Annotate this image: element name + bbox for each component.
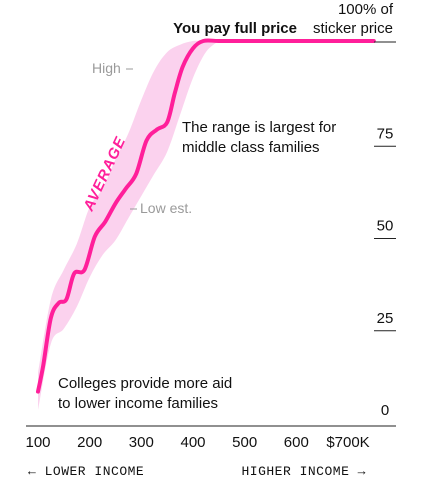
- average-line-layer: [36, 38, 376, 394]
- y-tick-labels: 0 25 50 75: [377, 125, 394, 419]
- low-income-annotation-line1: Colleges provide more aid: [58, 375, 232, 392]
- x-tick-label: 100: [25, 434, 50, 451]
- x-tick-label: 200: [77, 434, 102, 451]
- y-tick-rules: [374, 41, 396, 332]
- low-income-annotation-line2: to lower income families: [58, 395, 218, 412]
- average-line: [36, 38, 376, 394]
- y-tick-label: 0: [381, 402, 389, 419]
- full-price-annotation: You pay full price: [173, 20, 297, 37]
- range-band-layer: [38, 40, 219, 410]
- y-top-label-line1: 100% of: [338, 1, 394, 18]
- middle-class-annotation-line2: middle class families: [182, 139, 320, 156]
- low-est-label: Low est.: [140, 200, 192, 216]
- higher-income-label: HIGHER INCOME →: [241, 464, 366, 479]
- x-tick-label: 600: [284, 434, 309, 451]
- y-tick-label: 50: [377, 218, 394, 235]
- x-tick-label: 300: [129, 434, 154, 451]
- x-tick-labels: 100 200 300 400 500 600 $700K: [25, 434, 369, 451]
- x-tick-label: $700K: [326, 434, 369, 451]
- y-tick-label: 75: [377, 125, 394, 142]
- y-tick-label: 25: [377, 310, 394, 327]
- middle-class-annotation-line1: The range is largest for: [182, 119, 336, 136]
- y-top-label-line2: sticker price: [313, 20, 393, 37]
- x-tick-label: 400: [180, 434, 205, 451]
- high-label: High: [92, 60, 121, 76]
- x-tick-label: 500: [232, 434, 257, 451]
- lower-income-label: ← LOWER INCOME: [28, 464, 144, 479]
- range-band: [38, 40, 219, 410]
